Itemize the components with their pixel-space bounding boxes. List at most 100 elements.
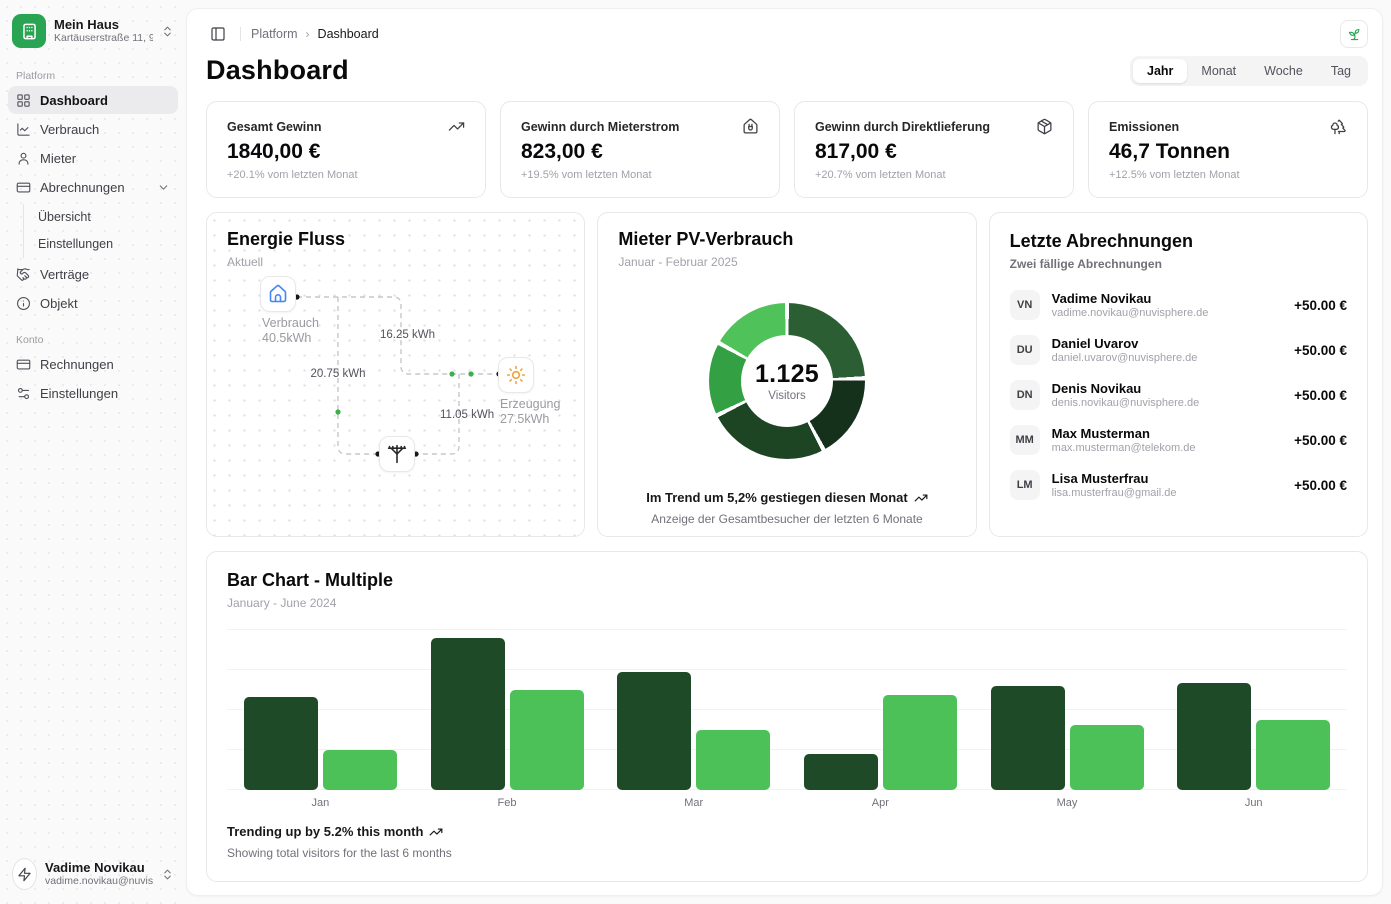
bar-chart-xlabels: Jan Feb Mar Apr May Jun [227,797,1347,809]
stat-label: Gesamt Gewinn [227,119,322,134]
stat-card-emissionen: Emissionen 46,7 Tonnen +12.5% vom letzte… [1088,101,1368,198]
org-switcher[interactable]: Mein Haus Kartäuserstraße 11, 99084 E... [8,8,178,54]
bar-groups [227,630,1347,790]
x-axis-label: Jan [311,797,330,809]
billing-row[interactable]: MM Max Musterman max.musterman@telekom.de +… [1009,422,1347,458]
bar-series-dark-jan[interactable] [243,697,318,790]
org-address: Kartäuserstraße 11, 99084 E... [54,32,153,44]
bar-group-jun [1160,630,1347,790]
bar-series-light-jun[interactable] [1256,720,1331,790]
sidebar-item-label: Einstellungen [40,385,119,401]
tab-tag[interactable]: Tag [1330,64,1351,78]
bar-series-light-jan[interactable] [322,750,397,790]
package-icon [1036,118,1053,135]
eco-mode-button[interactable] [1340,20,1368,48]
x-axis-label: Jun [1244,797,1263,809]
info-icon [16,296,31,311]
trending-up-icon [448,118,465,135]
sun-icon [506,365,526,385]
donut-chart[interactable]: 1.125 Visitors [708,303,865,459]
billing-name: Max Musterman [1051,425,1150,441]
layout-grid-icon [16,93,31,108]
sidebar-subitem-einstellungen[interactable]: Einstellungen [30,231,178,257]
bar-series-dark-feb[interactable] [430,637,505,790]
topbar: Platform › Dashboard [206,20,1368,48]
tab-monat[interactable]: Monat [1201,64,1237,78]
billing-email: denis.novikau@nuvisphere.de [1051,396,1200,409]
gridline [227,749,1347,750]
billing-name: Daniel Uvarov [1051,335,1139,351]
billing-amount: +50.00 € [1294,432,1347,448]
avatar [12,858,37,890]
donut-footer-sub: Anzeige der Gesamtbesucher der letzten 6… [651,512,923,526]
grid-node[interactable] [379,436,415,472]
billing-amount: +50.00 € [1294,477,1347,493]
bar-series-light-mar[interactable] [696,730,771,790]
avatar-initials: DN [1009,380,1040,410]
sidebar-item-abrechnungen[interactable]: Abrechnungen [8,173,178,201]
billing-row[interactable]: DU Daniel Uvarov daniel.uvarov@nuvisphere.… [1009,332,1347,368]
consumption-node[interactable] [260,276,296,312]
sidebar-item-mieter[interactable]: Mieter [8,144,178,172]
sidebar-item-vertraege[interactable]: Verträge [8,260,178,288]
production-label: Erzeugung 27.5kWh [500,397,561,426]
bar-group-may [974,630,1161,790]
gridline [227,629,1347,630]
house-icon [268,284,288,304]
main-content: Platform › Dashboard Dashboard Jahr Mona… [186,8,1383,896]
sidebar-item-rechnungen[interactable]: Rechnungen [8,350,178,378]
bar-series-dark-apr[interactable] [803,753,878,790]
billing-list: VN Vadime Novikau vadime.novikau@nuvispher… [1009,287,1347,503]
donut-center: 1.125 Visitors [740,335,833,427]
sidebar-item-verbrauch[interactable]: Verbrauch [8,115,178,143]
chevrons-up-down-icon [161,25,174,38]
section-label-konto: Konto [16,334,44,346]
production-node[interactable] [498,357,534,393]
stat-value: 1840,00 € [227,140,321,163]
user-menu[interactable]: Vadime Novikau vadime.novikau@nuvispher.… [8,852,178,896]
sidebar-item-label: Verträge [40,266,90,282]
sidebar-toggle-button[interactable] [206,22,230,46]
sidebar-item-objekt[interactable]: Objekt [8,289,178,317]
sidebar-subitem-uebersicht[interactable]: Übersicht [30,204,178,230]
user-icon [16,151,31,166]
bar-chart-plot [227,629,1347,790]
bar-series-dark-may[interactable] [990,685,1065,790]
bar-group-jan [227,630,414,790]
sidebar-item-label: Rechnungen [40,356,114,372]
period-tabs: Jahr Monat Woche Tag [1130,56,1368,86]
billing-email: max.musterman@telekom.de [1051,441,1196,454]
bar-series-light-apr[interactable] [882,695,957,790]
tab-woche[interactable]: Woche [1264,64,1303,78]
org-name: Mein Haus [54,17,120,32]
breadcrumb-root[interactable]: Platform [251,27,298,41]
sidebar-item-label: Mieter [40,150,77,166]
bar-series-dark-jun[interactable] [1177,683,1252,790]
bar-series-light-feb[interactable] [509,690,584,790]
tab-jahr[interactable]: Jahr [1133,59,1188,83]
stat-delta: +20.1% vom letzten Monat [227,169,358,181]
x-axis-label: Mar [684,797,704,809]
billing-name: Lisa Musterfrau [1051,470,1149,486]
billing-row[interactable]: VN Vadime Novikau vadime.novikau@nuvispher… [1009,287,1347,323]
sidebar-item-dashboard[interactable]: Dashboard [8,86,178,114]
sidebar-item-konto-einstellungen[interactable]: Einstellungen [8,379,178,407]
sidebar-item-label: Objekt [40,295,78,311]
billing-subtitle: Zwei fällige Abrechnungen [1009,257,1162,271]
bar-series-dark-mar[interactable] [617,671,692,790]
divider [240,27,241,41]
billing-row[interactable]: LM Lisa Musterfrau lisa.musterfrau@gmail.d… [1009,467,1347,503]
gridline [227,789,1347,790]
edge-label-1: 16.25 kWh [380,329,435,341]
bar-series-light-may[interactable] [1069,725,1144,790]
donut-center-label: Visitors [768,390,806,402]
stat-delta: +20.7% vom letzten Monat [815,169,946,181]
billing-row[interactable]: DN Denis Novikau denis.novikau@nuvisphere.… [1009,377,1347,413]
section-label-platform: Platform [16,70,56,82]
sidebar-item-label: Dashboard [40,92,108,108]
gridline [227,709,1347,710]
chevrons-up-down-icon [161,868,174,881]
avatar-initials: LM [1009,470,1040,500]
billing-card: Letzte Abrechnungen Zwei fällige Abrechn… [988,212,1368,537]
credit-card-icon [16,180,31,195]
